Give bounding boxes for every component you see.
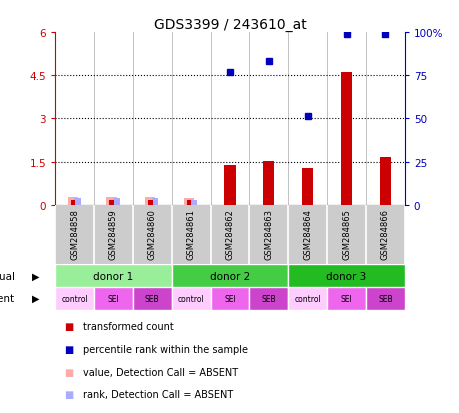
Text: percentile rank within the sample: percentile rank within the sample [83,344,247,354]
Bar [171,287,210,310]
Bar [302,169,313,205]
Text: GSM284861: GSM284861 [186,208,195,259]
Text: ▶: ▶ [32,294,39,304]
Bar [133,287,171,310]
Text: control: control [294,294,320,303]
Bar [74,199,81,205]
Text: donor 3: donor 3 [326,271,366,281]
Text: SEI: SEI [340,294,352,303]
Text: SEB: SEB [261,294,275,303]
Bar [171,265,288,287]
Bar [263,161,274,205]
Bar [288,265,404,287]
Bar [145,197,155,205]
Bar [151,199,158,205]
Text: GSM284863: GSM284863 [264,208,273,259]
Bar [288,287,326,310]
Text: value, Detection Call = ABSENT: value, Detection Call = ABSENT [83,367,237,377]
Text: GSM284862: GSM284862 [225,208,234,259]
Text: ■: ■ [64,389,73,399]
Bar [184,198,194,205]
Bar [148,200,152,205]
Text: ■: ■ [64,344,73,354]
Bar [190,200,197,205]
Text: GSM284860: GSM284860 [147,208,157,259]
Bar [224,166,235,205]
Bar [67,197,78,205]
Text: ■: ■ [64,321,73,331]
Text: donor 2: donor 2 [209,271,250,281]
Bar [55,265,171,287]
Text: GSM284866: GSM284866 [380,208,389,259]
Text: GSM284864: GSM284864 [302,208,312,259]
Bar [326,287,365,310]
Bar [70,200,75,205]
Title: GDS3399 / 243610_at: GDS3399 / 243610_at [153,18,306,32]
Bar [379,158,390,205]
Text: GSM284865: GSM284865 [341,208,350,259]
Bar [109,200,113,205]
Bar [187,200,191,205]
Text: ▶: ▶ [32,271,39,281]
Text: control: control [177,294,204,303]
Bar [112,199,119,205]
Bar [249,287,288,310]
Bar [106,197,117,205]
Text: GSM284859: GSM284859 [109,208,118,259]
Text: SEI: SEI [107,294,119,303]
Text: SEB: SEB [377,294,392,303]
Text: donor 1: donor 1 [93,271,133,281]
Bar [55,287,94,310]
Text: ■: ■ [64,367,73,377]
Text: agent: agent [0,294,15,304]
Text: rank, Detection Call = ABSENT: rank, Detection Call = ABSENT [83,389,233,399]
Bar [210,287,249,310]
Text: control: control [61,294,88,303]
Text: GSM284858: GSM284858 [70,208,79,259]
Bar [365,287,404,310]
Text: SEI: SEI [224,294,235,303]
Text: individual: individual [0,271,15,281]
Text: transformed count: transformed count [83,321,173,331]
Bar [94,287,133,310]
Text: SEB: SEB [145,294,159,303]
Bar [340,73,351,205]
